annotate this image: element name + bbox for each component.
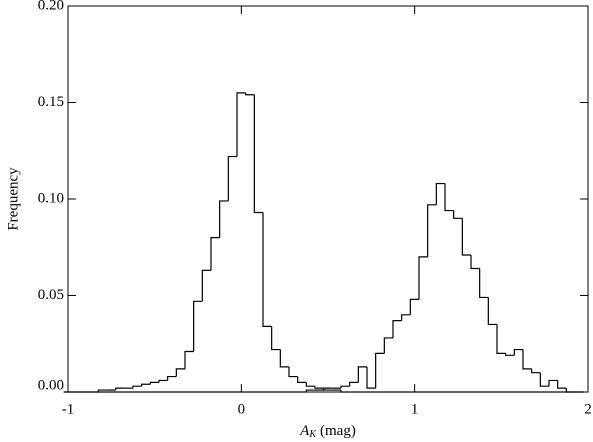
histogram-step (253, 94, 263, 214)
histogram-step (539, 372, 549, 387)
histogram-step (158, 379, 168, 383)
histogram-step (418, 256, 428, 300)
histogram-step (522, 349, 532, 370)
plot-frame (67, 5, 589, 393)
histogram-step (201, 269, 211, 302)
histogram-step (227, 155, 237, 201)
histogram-step (132, 385, 142, 389)
histogram-step (340, 390, 350, 393)
histogram-step (461, 218, 471, 256)
histogram-step (366, 366, 376, 389)
histogram-step (210, 237, 220, 271)
histogram-step (340, 385, 350, 389)
histogram-step (97, 389, 107, 392)
histogram-step (184, 350, 194, 369)
x-label-subscript: K (308, 429, 317, 440)
histogram-step (557, 380, 567, 389)
histogram-step (193, 300, 203, 352)
histogram-step (513, 348, 523, 356)
histogram-step (245, 92, 255, 96)
y-tick-label: 0.20 (38, 0, 64, 13)
histogram-step (349, 381, 359, 387)
histogram-step (565, 388, 575, 393)
y-tick-label: 0.15 (38, 94, 64, 110)
y-tick-label: 0.05 (38, 287, 64, 303)
x-axis-label: AK (mag) (299, 423, 356, 440)
x-tick-label: -1 (62, 401, 75, 417)
histogram-step (392, 319, 402, 338)
histogram-step (531, 368, 541, 374)
histogram-step (453, 210, 463, 219)
histogram-step (305, 382, 315, 387)
histogram-step (141, 383, 151, 387)
histogram-step (375, 352, 385, 389)
histogram-step (175, 368, 185, 377)
histogram-step (496, 324, 506, 354)
histogram-step (288, 366, 298, 378)
histogram-step (548, 379, 558, 387)
histogram-step (383, 337, 393, 354)
histogram-step (435, 182, 445, 205)
x-label-symbol: A (299, 423, 310, 439)
y-axis-label: Frequency (5, 167, 21, 231)
histogram-step (279, 349, 289, 368)
histogram-step (401, 314, 411, 321)
histogram-step (262, 212, 272, 327)
x-tick-label: 2 (584, 401, 592, 417)
histogram-step (271, 326, 281, 351)
histogram-step (115, 387, 125, 391)
histogram-step (357, 366, 367, 383)
histogram-step (505, 353, 515, 356)
histogram-step (427, 204, 437, 257)
histogram-step (444, 183, 454, 212)
histogram-step (219, 200, 229, 238)
histogram-step (323, 387, 333, 391)
y-tick-label: 0.00 (38, 377, 64, 393)
y-tick-label: 0.10 (38, 190, 64, 206)
histogram-step (487, 297, 497, 326)
histogram-step (409, 298, 419, 315)
histogram-step (149, 381, 159, 385)
histogram-step (167, 375, 177, 381)
x-tick-label: 0 (238, 401, 246, 417)
histogram-step (479, 268, 489, 299)
histogram-step (297, 376, 307, 383)
histogram-step (236, 92, 246, 157)
x-tick-label: 1 (411, 401, 419, 417)
histogram-step (305, 389, 315, 392)
histogram-step (470, 254, 480, 270)
histogram-step (314, 386, 324, 389)
x-label-unit: (mag) (320, 423, 356, 439)
